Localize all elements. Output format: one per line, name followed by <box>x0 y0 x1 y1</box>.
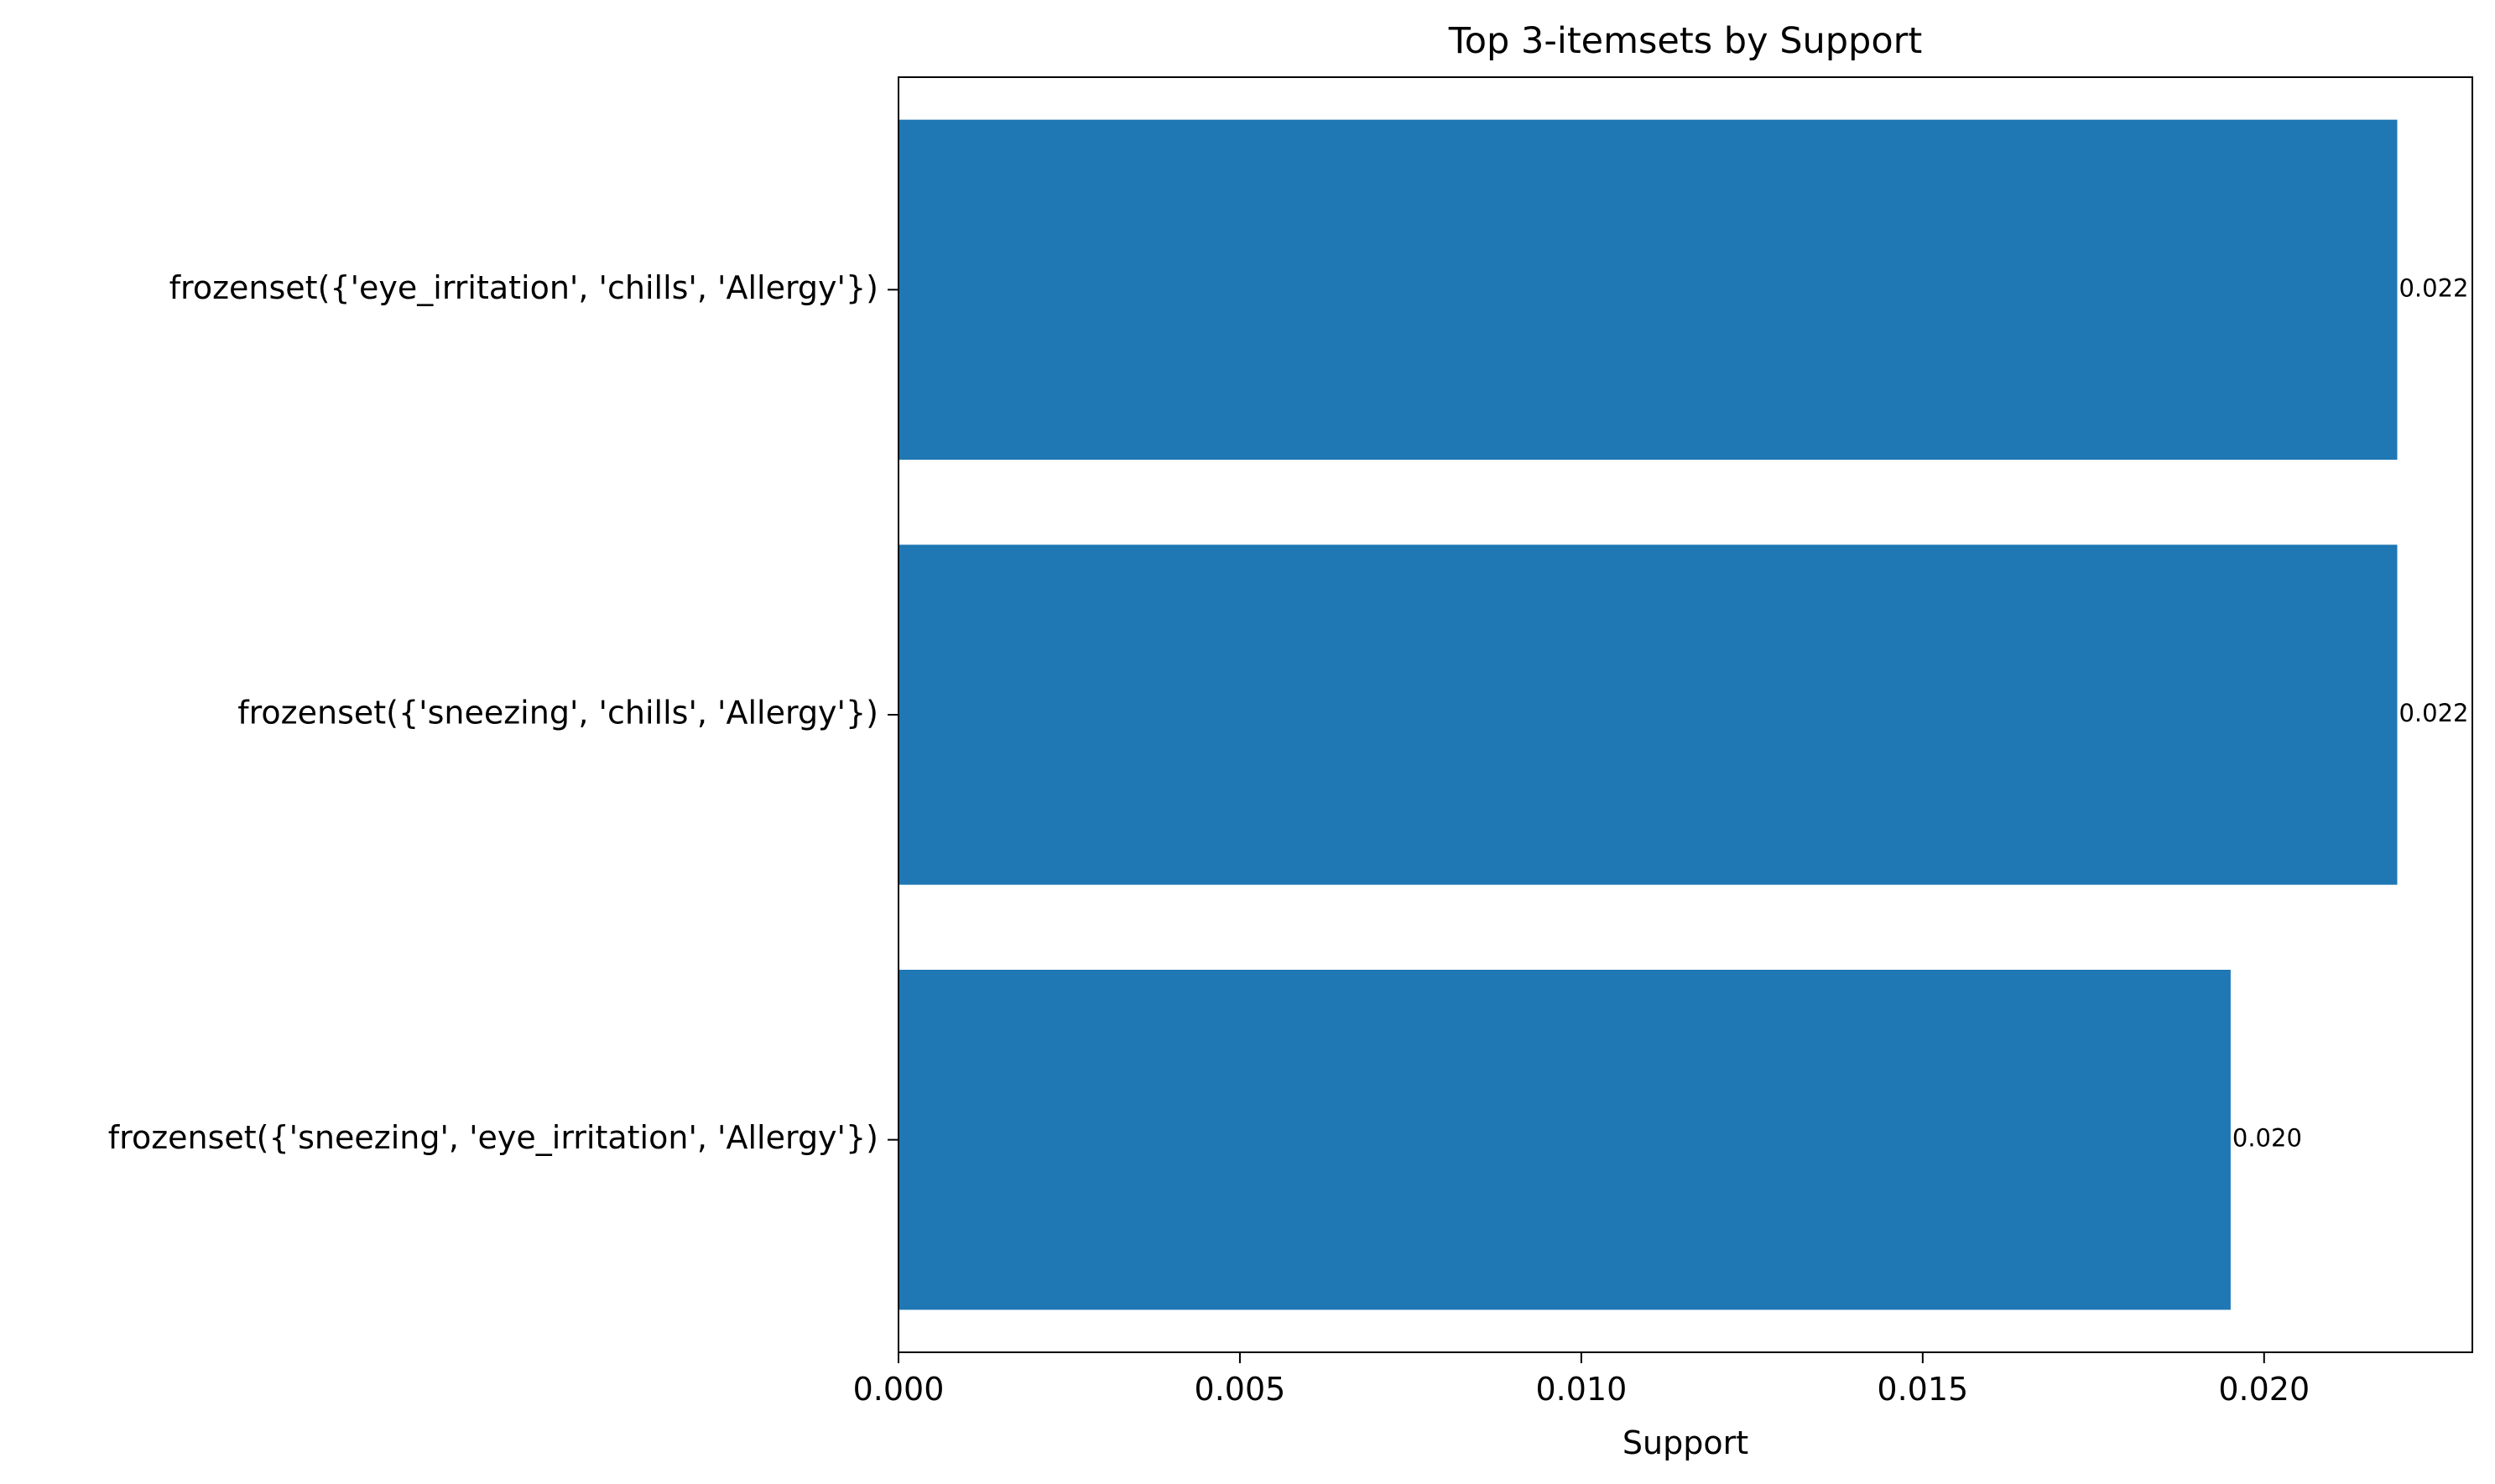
plot-area: 0.022 frozenset({'eye_irritation', 'chill… <box>108 76 2473 1408</box>
x-axis-label: Support <box>1623 1424 1748 1461</box>
x-tick-label: 0.005 <box>1195 1371 1286 1408</box>
x-tick-label: 0.015 <box>1877 1371 1968 1408</box>
bar <box>899 970 2231 1310</box>
x-tick-label: 0.020 <box>2218 1371 2310 1408</box>
bar-value-label: 0.022 <box>2399 273 2468 302</box>
y-tick-label: frozenset({'sneezing', 'eye_irritation',… <box>108 1119 878 1156</box>
chart-title: Top 3-itemsets by Support <box>1448 20 1922 62</box>
bar <box>899 544 2398 885</box>
x-tick-label: 0.010 <box>1535 1371 1627 1408</box>
y-tick-label: frozenset({'eye_irritation', 'chills', '… <box>169 269 878 306</box>
bar-value-label: 0.022 <box>2399 699 2468 727</box>
x-tick-label: 0.000 <box>853 1371 945 1408</box>
bar-value-label: 0.020 <box>2232 1124 2302 1153</box>
y-tick-label: frozenset({'sneezing', 'chills', 'Allerg… <box>237 695 878 732</box>
axes-frame <box>898 76 2473 1353</box>
bar <box>899 119 2398 460</box>
